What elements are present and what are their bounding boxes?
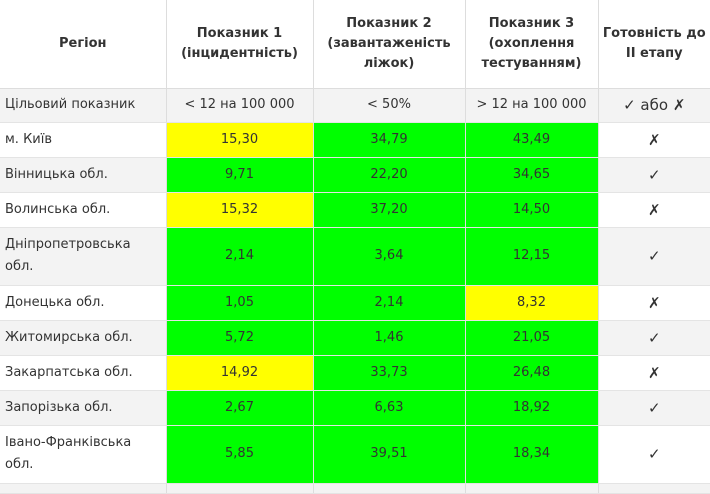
indicator-3-value: 12,15 [465, 227, 599, 286]
indicator-3-value: 14,50 [465, 192, 599, 228]
indicator-2-value: 1,46 [313, 320, 466, 356]
target-indicator-2: < 50% [313, 88, 466, 123]
table-row: Вінницька обл. 9,71 22,20 34,65 ✓ [0, 157, 710, 193]
region-name: Івано-Франківська обл. [0, 425, 167, 484]
region-name: Житомирська обл. [0, 320, 167, 356]
indicator-3-value: 26,48 [465, 355, 599, 391]
indicator-1-value: 1,05 [166, 285, 314, 321]
readiness-mark: ✓ [598, 227, 710, 286]
header-indicator-1: Показник 1 (інцидентність) [166, 0, 314, 89]
indicator-2-value: 39,51 [313, 425, 466, 484]
readiness-mark: ✓ [598, 390, 710, 426]
table-row: Донецька обл. 1,05 2,14 8,32 ✗ [0, 285, 710, 321]
table-row: Дніпропетровська обл. 2,14 3,64 12,15 ✓ [0, 227, 710, 286]
table-row: Житомирська обл. 5,72 1,46 21,05 ✓ [0, 320, 710, 356]
indicator-3-value: 18,34 [465, 425, 599, 484]
region-name: Запорізька обл. [0, 390, 167, 426]
readiness-mark: ✓ [598, 157, 710, 193]
indicator-1-value: 14,92 [166, 355, 314, 391]
header-indicator-2: Показник 2 (завантаженість ліжок) [313, 0, 466, 89]
readiness-mark: ✗ [598, 192, 710, 228]
indicator-2-value [313, 483, 466, 494]
indicator-3-value: 8,32 [465, 285, 599, 321]
region-name: Вінницька обл. [0, 157, 167, 193]
indicator-2-value: 22,20 [313, 157, 466, 193]
table-row: Івано-Франківська обл. 5,85 39,51 18,34 … [0, 425, 710, 484]
target-readiness: ✓ або ✗ [598, 88, 710, 123]
readiness-mark: ✗ [598, 285, 710, 321]
target-indicator-1: < 12 на 100 000 [166, 88, 314, 123]
indicator-3-value [465, 483, 599, 494]
indicator-1-value: 9,71 [166, 157, 314, 193]
indicator-2-value: 37,20 [313, 192, 466, 228]
indicator-3-value: 21,05 [465, 320, 599, 356]
header-region: Регіон [0, 0, 167, 89]
readiness-mark [598, 483, 710, 494]
table-row: Запорізька обл. 2,67 6,63 18,92 ✓ [0, 390, 710, 426]
target-indicator-3: > 12 на 100 000 [465, 88, 599, 123]
region-name: Закарпатська обл. [0, 355, 167, 391]
region-name: м. Київ [0, 122, 167, 158]
header-row: Регіон Показник 1 (інцидентність) Показн… [0, 0, 710, 89]
indicator-1-value: 15,32 [166, 192, 314, 228]
indicator-1-value: 2,67 [166, 390, 314, 426]
header-readiness: Готовність до II етапу [598, 0, 710, 89]
readiness-mark: ✓ [598, 425, 710, 484]
target-label: Цільовий показник [0, 88, 167, 123]
readiness-mark: ✗ [598, 122, 710, 158]
readiness-mark: ✓ [598, 320, 710, 356]
table-row: м. Київ 15,30 34,79 43,49 ✗ [0, 122, 710, 158]
indicator-2-value: 33,73 [313, 355, 466, 391]
indicator-1-value [166, 483, 314, 494]
region-name: Донецька обл. [0, 285, 167, 321]
indicator-2-value: 6,63 [313, 390, 466, 426]
indicator-1-value: 5,85 [166, 425, 314, 484]
indicator-3-value: 18,92 [465, 390, 599, 426]
region-name [0, 483, 167, 494]
table-row-partial [0, 483, 710, 494]
indicator-2-value: 3,64 [313, 227, 466, 286]
header-indicator-3: Показник 3 (охоплення тестуванням) [465, 0, 599, 89]
table-row: Закарпатська обл. 14,92 33,73 26,48 ✗ [0, 355, 710, 391]
target-row: Цільовий показник < 12 на 100 000 < 50% … [0, 88, 710, 123]
table-row: Волинська обл. 15,32 37,20 14,50 ✗ [0, 192, 710, 228]
indicator-1-value: 15,30 [166, 122, 314, 158]
indicator-1-value: 2,14 [166, 227, 314, 286]
readiness-mark: ✗ [598, 355, 710, 391]
region-name: Дніпропетровська обл. [0, 227, 167, 286]
region-name: Волинська обл. [0, 192, 167, 228]
indicator-3-value: 43,49 [465, 122, 599, 158]
indicator-3-value: 34,65 [465, 157, 599, 193]
indicator-2-value: 34,79 [313, 122, 466, 158]
indicator-1-value: 5,72 [166, 320, 314, 356]
indicator-2-value: 2,14 [313, 285, 466, 321]
